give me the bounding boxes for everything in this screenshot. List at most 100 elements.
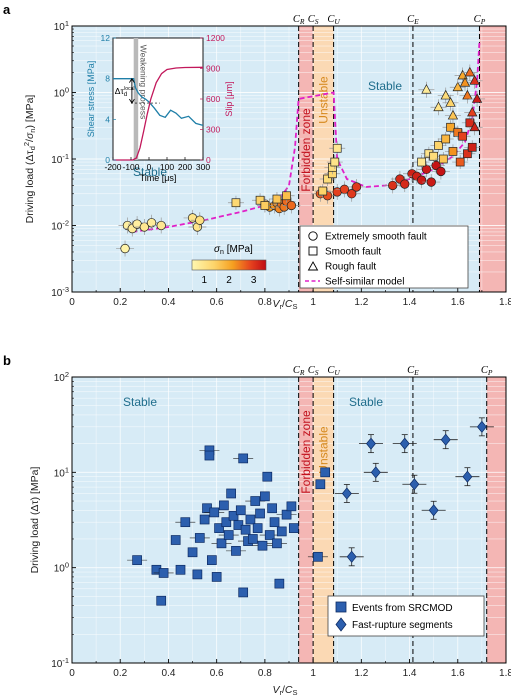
vline-label-2: CU bbox=[327, 14, 340, 26]
colorbar-tick-1: 2 bbox=[226, 275, 232, 286]
a-circle-point-30 bbox=[416, 175, 427, 185]
b-diamond-point-8 bbox=[462, 470, 473, 483]
inset-x-tick-label: -200 bbox=[104, 162, 121, 172]
b-diamond-point-6 bbox=[428, 504, 439, 517]
b-axes: 0 0.2 0.4 0.6 0.8 1 1.2 1.4 1.6 1.8 10-1 100 101 102 bbox=[51, 370, 511, 679]
b-square-point-36 bbox=[257, 540, 268, 551]
b-square-point-17 bbox=[214, 523, 224, 533]
b-square-point-20 bbox=[221, 517, 232, 528]
b-square-point-42 bbox=[272, 538, 282, 549]
x-tick-label: 0.6 bbox=[210, 297, 224, 308]
a-triangle-point-0 bbox=[421, 84, 432, 94]
b-square-point-50 bbox=[320, 467, 331, 478]
a-square-point-0 bbox=[231, 198, 241, 208]
y-tick-label: 101 bbox=[54, 465, 69, 479]
b-diamond-point-5 bbox=[409, 478, 420, 491]
b-legend-1: Fast-rupture segments bbox=[352, 620, 453, 631]
b-square-point-6 bbox=[180, 517, 191, 528]
inset-shear-curve bbox=[113, 78, 204, 127]
a-square-point-6 bbox=[323, 174, 332, 184]
a-circle-point-31 bbox=[421, 164, 432, 174]
model-curve bbox=[132, 40, 481, 233]
x-tick-label: 0.2 bbox=[113, 297, 127, 308]
a-triangle-point-8 bbox=[462, 89, 473, 100]
a-square-point-2 bbox=[260, 201, 270, 210]
region-label-forbidden: Forbidden zone bbox=[299, 108, 313, 192]
b-square-point-46 bbox=[286, 501, 297, 512]
legend-square-icon bbox=[308, 246, 318, 256]
x-tick-label: 1.2 bbox=[354, 668, 368, 679]
vline-label-2: CU bbox=[327, 365, 340, 377]
region-label-unstable: Unstable bbox=[316, 76, 330, 124]
x-tick-label: 1.6 bbox=[451, 668, 465, 679]
a-axes: 0 0.2 0.4 0.6 0.8 1 1.2 1.4 1.6 1.810-310-210-110… bbox=[51, 19, 511, 308]
a-circle-point-25 bbox=[388, 180, 398, 191]
b-square-point-41 bbox=[269, 517, 280, 528]
b-square-point-3 bbox=[158, 568, 169, 578]
inset-x-tick-label: -100 bbox=[122, 162, 139, 172]
b-diamond-point-7 bbox=[440, 433, 451, 446]
a-circle-point-5 bbox=[146, 218, 157, 228]
x-tick-label: 1.8 bbox=[499, 668, 511, 679]
vline-label-3: CE bbox=[407, 14, 419, 26]
a-triangle-point-13 bbox=[471, 93, 483, 103]
b-square-point-18 bbox=[216, 538, 227, 549]
b-square-point-2 bbox=[156, 595, 167, 606]
b-legend: Events from SRCMOD Fast-rupture segments bbox=[327, 595, 485, 637]
y-tick-label: 10-1 bbox=[51, 656, 69, 670]
b-square-point-5 bbox=[175, 564, 186, 575]
inset-yl-tick-label: 8 bbox=[105, 74, 110, 84]
a-x-axis-label: Vr/CS bbox=[272, 298, 297, 311]
a-y-axis-label: Driving load (Δτd2/σn) [MPa] bbox=[22, 95, 37, 224]
y-tick-label: 102 bbox=[54, 370, 69, 384]
inset-yl-tick-label: 12 bbox=[101, 33, 111, 43]
y-tick-label: 100 bbox=[54, 561, 69, 575]
b-diamond-point-9 bbox=[476, 420, 487, 433]
x-tick-label: 0.4 bbox=[161, 668, 175, 679]
a-square-point-15 bbox=[438, 154, 448, 164]
a-legend-2: Rough fault bbox=[325, 262, 376, 273]
a-circle-point-23 bbox=[347, 189, 357, 199]
b-square-point-32 bbox=[247, 534, 258, 544]
legend-circle-icon bbox=[308, 231, 318, 241]
legend-square-icon bbox=[335, 601, 347, 613]
a-circle-point-0 bbox=[120, 243, 130, 254]
a-square-point-5 bbox=[318, 186, 328, 196]
b-square-point-13 bbox=[204, 450, 215, 461]
b-diamond-point-3 bbox=[370, 466, 381, 479]
panel-b-label: b bbox=[3, 353, 11, 368]
inset-yr-tick-label: 0 bbox=[206, 155, 211, 165]
region-band-4 bbox=[486, 377, 506, 663]
x-tick-label: 0 bbox=[69, 668, 75, 679]
a-vlines: CR CS CU CE CP bbox=[293, 14, 486, 292]
x-tick-label: 1.4 bbox=[403, 668, 417, 679]
b-square-point-40 bbox=[267, 503, 277, 514]
inset-x-tick-label: 200 bbox=[178, 162, 192, 172]
x-tick-label: 1.6 bbox=[451, 297, 465, 308]
b-diamond-point-2 bbox=[366, 437, 376, 450]
b-square-point-31 bbox=[245, 514, 256, 525]
x-tick-label: 0.2 bbox=[113, 668, 127, 679]
b-diamond-point-1 bbox=[346, 550, 357, 563]
b-legend-0: Events from SRCMOD bbox=[352, 603, 453, 614]
a-square-point-24 bbox=[467, 142, 477, 152]
x-tick-label: 1.4 bbox=[403, 297, 417, 308]
inset-x-axis-label: Time [μs] bbox=[140, 173, 177, 183]
a-circle-point-9 bbox=[195, 215, 205, 225]
b-x-axis-label: Vr/CS bbox=[272, 684, 297, 697]
a-circle-point-27 bbox=[400, 179, 410, 189]
a-legend-3: Self-similar model bbox=[325, 277, 404, 288]
b-square-point-9 bbox=[194, 533, 205, 543]
a-circle-point-18 bbox=[286, 200, 297, 211]
inset-weakening-band bbox=[133, 38, 139, 160]
x-tick-label: 1.8 bbox=[499, 297, 511, 308]
a-triangle-point-9 bbox=[464, 66, 476, 77]
b-square-point-26 bbox=[235, 505, 246, 516]
region-label-unstable: Unstable bbox=[316, 426, 330, 474]
a-circle-point-6 bbox=[156, 220, 166, 231]
b-square-point-44 bbox=[276, 526, 287, 537]
inset-x-tick-label: 0 bbox=[147, 162, 152, 172]
inset-weakening-label: Weakening process bbox=[138, 45, 148, 120]
